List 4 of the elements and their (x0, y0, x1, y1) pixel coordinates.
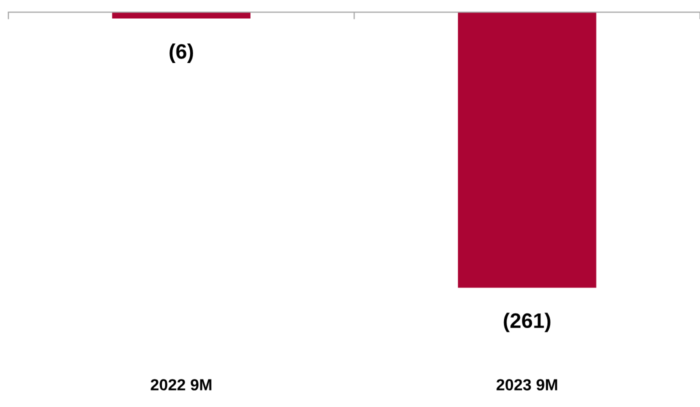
data-label: (261) (504, 312, 550, 332)
data-label: (6) (170, 44, 193, 63)
x-tick-label: 2023 9M (496, 379, 558, 390)
x-tick-label: 2022 9M (150, 379, 212, 390)
